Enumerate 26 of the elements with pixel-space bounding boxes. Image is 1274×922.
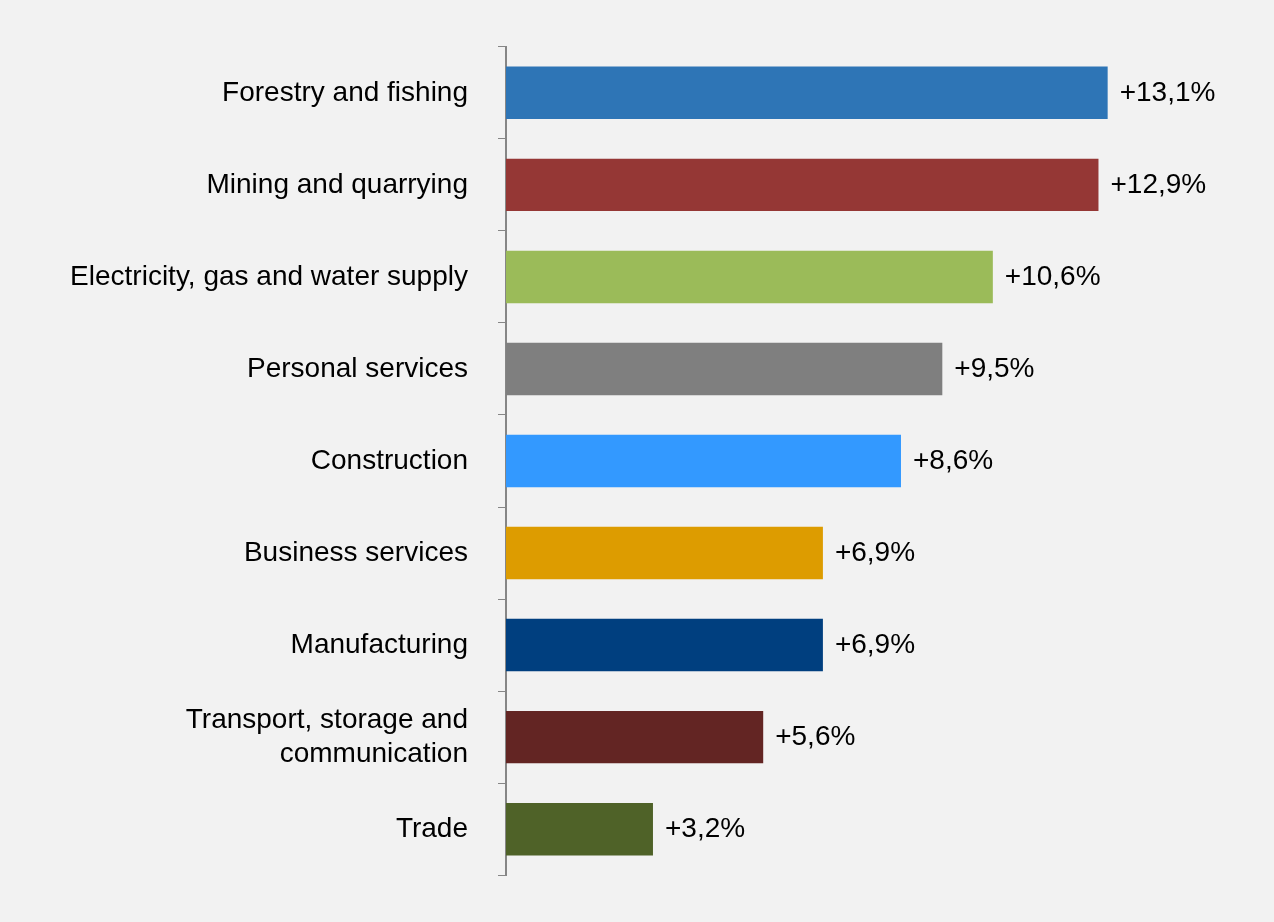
y-tick-label: Transport, storage and communication (185, 703, 468, 768)
y-tick-label: Manufacturing (290, 627, 468, 659)
bar (506, 710, 764, 764)
data-label: +5,6% (775, 719, 856, 751)
data-label: +12,9% (1110, 167, 1207, 199)
y-tick-label: Trade (395, 811, 468, 843)
data-label: +13,1% (1119, 75, 1216, 107)
y-tick-label: Business services (243, 535, 468, 567)
data-label: +3,2% (664, 811, 746, 843)
data-label: +9,5% (954, 351, 1035, 383)
bar (506, 434, 901, 488)
bar (506, 526, 823, 580)
y-tick-label: Mining and quarrying (206, 167, 468, 199)
bar (506, 250, 993, 304)
bar (506, 802, 653, 856)
data-label: +8,6% (912, 443, 994, 475)
y-tick-label: Construction (310, 443, 468, 475)
bar (506, 618, 823, 672)
bar (506, 158, 1099, 212)
y-tick-label: Personal services (247, 351, 468, 383)
data-label: +6,9% (834, 535, 916, 567)
y-tick-label: Forestry and fishing (222, 75, 468, 107)
bar (506, 66, 1108, 120)
y-tick-label: Electricity, gas and water supply (70, 259, 468, 291)
data-label: +10,6% (1004, 259, 1101, 291)
data-label: +6,9% (834, 627, 916, 659)
